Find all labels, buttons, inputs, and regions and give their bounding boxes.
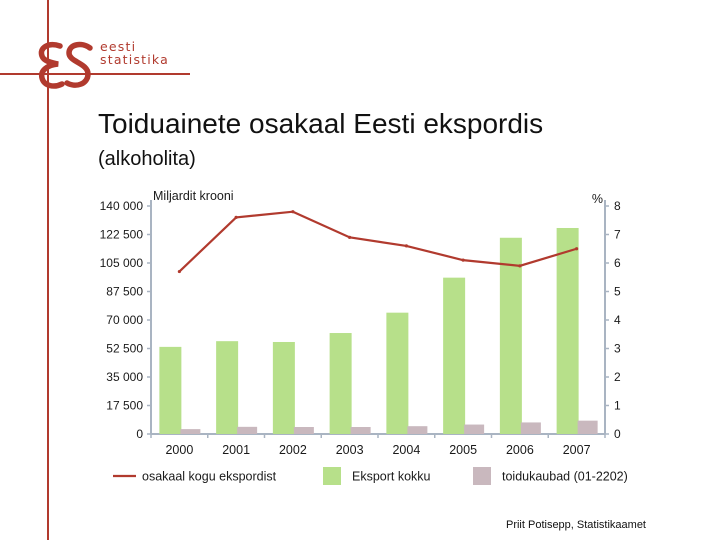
line-point-osakaal	[348, 235, 352, 239]
right-tick-label: 5	[614, 285, 621, 299]
legend-bar-swatch-toidukaubad	[473, 467, 491, 485]
right-tick-label: 2	[614, 370, 621, 384]
bar-toidukaubad	[464, 424, 485, 434]
right-tick-label: 1	[614, 399, 621, 413]
bar-toidukaubad	[237, 426, 258, 434]
x-tick-label: 2003	[336, 443, 364, 457]
bar-toidukaubad	[180, 429, 201, 434]
frame-horizontal-line	[0, 73, 190, 75]
line-point-osakaal	[177, 269, 181, 274]
left-tick-label: 0	[136, 427, 143, 441]
statistics-logo-icon	[38, 41, 93, 89]
line-osakaal	[178, 210, 577, 273]
bar-toidukaubad	[577, 420, 598, 434]
right-tick-label: 8	[614, 199, 621, 213]
logo-wordmark: eesti statistika	[100, 40, 169, 66]
logo-line-2: statistika	[100, 52, 170, 67]
slide-subtitle: (alkoholita)	[98, 148, 196, 170]
bar-eksport-kokku	[443, 277, 466, 434]
left-tick-label: 140 000	[100, 199, 144, 213]
bar-eksport-kokku	[556, 227, 579, 434]
legend-label-osakaal: osakaal kogu ekspordist	[142, 470, 277, 484]
line-point-osakaal	[518, 264, 522, 268]
left-tick-label: 52 500	[106, 342, 143, 356]
frame-vertical-line	[47, 0, 49, 540]
bar-eksport-kokku	[272, 341, 295, 434]
left-tick-label: 105 000	[100, 256, 144, 270]
left-tick-label: 122 500	[100, 228, 144, 242]
left-tick-label: 35 000	[106, 370, 143, 384]
right-tick-label: 6	[614, 256, 621, 270]
legend-label-toidukaubad: toidukaubad (01-2202)	[502, 470, 628, 484]
bar-toidukaubad	[407, 426, 428, 434]
right-axis-title: %	[592, 192, 603, 206]
bar-eksport-kokku	[499, 237, 522, 434]
line-point-osakaal	[291, 210, 295, 214]
legend-bar-swatch-eksport	[323, 467, 341, 485]
bar-eksport-kokku	[159, 346, 182, 434]
line-point-osakaal	[461, 258, 465, 262]
x-tick-label: 2005	[449, 443, 477, 457]
right-tick-label: 7	[614, 228, 621, 242]
left-tick-label: 17 500	[106, 399, 143, 413]
x-tick-label: 2000	[165, 443, 193, 457]
right-tick-label: 4	[614, 313, 621, 327]
bar-toidukaubad	[520, 422, 541, 434]
legend-label-eksport: Eksport kokku	[352, 470, 431, 484]
bar-toidukaubad	[293, 426, 314, 434]
x-tick-label: 2001	[222, 443, 250, 457]
line-point-osakaal	[404, 244, 408, 248]
x-tick-label: 2007	[563, 443, 591, 457]
x-tick-label: 2006	[506, 443, 534, 457]
line-point-osakaal	[234, 215, 238, 219]
bar-eksport-kokku	[329, 333, 352, 434]
bar-eksport-kokku	[386, 312, 409, 434]
bar-eksport-kokku	[216, 341, 239, 434]
x-tick-label: 2002	[279, 443, 307, 457]
left-tick-label: 70 000	[106, 313, 143, 327]
left-axis-title: Miljardit krooni	[153, 189, 234, 203]
line-point-osakaal	[575, 247, 579, 251]
logo-line-1: eesti	[100, 39, 137, 54]
slide-title: Toiduainete osakaal Eesti ekspordis	[98, 108, 544, 139]
left-tick-label: 87 500	[106, 285, 143, 299]
x-tick-label: 2004	[392, 443, 420, 457]
author-credit: Priit Potisepp, Statistikaamet	[505, 519, 646, 531]
bar-toidukaubad	[350, 426, 371, 434]
right-tick-label: 0	[614, 427, 621, 441]
right-tick-label: 3	[614, 342, 621, 356]
